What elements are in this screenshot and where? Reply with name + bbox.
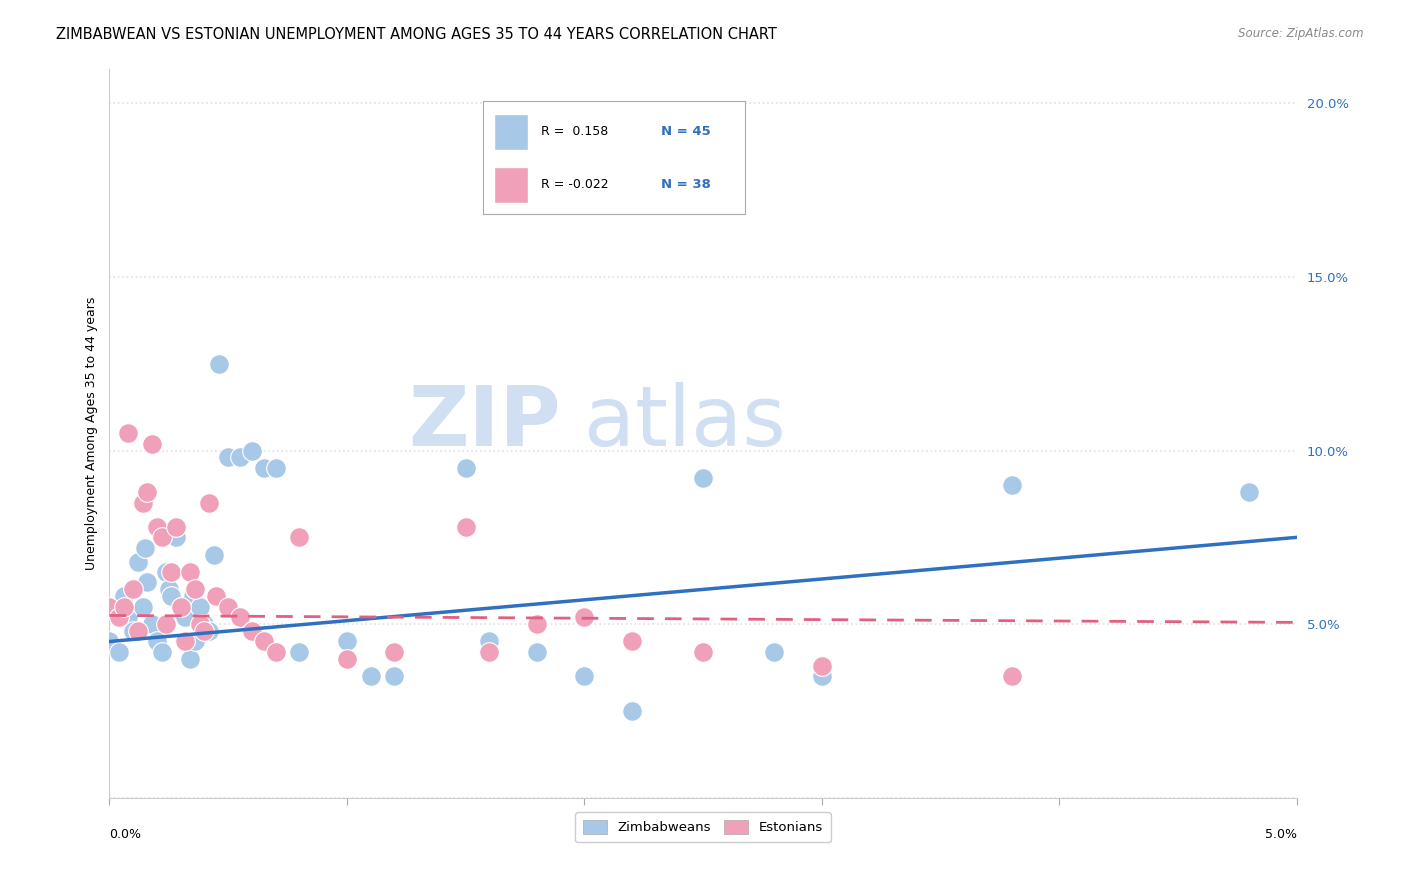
Point xyxy=(229,450,252,465)
Point xyxy=(253,634,276,648)
Point xyxy=(478,634,501,648)
Legend: Zimbabweans, Estonians: Zimbabweans, Estonians xyxy=(575,812,831,842)
Point xyxy=(336,652,359,666)
Text: 5.0%: 5.0% xyxy=(1265,829,1296,841)
Point xyxy=(198,495,221,509)
Point xyxy=(150,645,173,659)
Point xyxy=(117,610,139,624)
Point xyxy=(108,610,131,624)
Point xyxy=(98,599,121,614)
Point xyxy=(217,450,239,465)
Text: ZIMBABWEAN VS ESTONIAN UNEMPLOYMENT AMONG AGES 35 TO 44 YEARS CORRELATION CHART: ZIMBABWEAN VS ESTONIAN UNEMPLOYMENT AMON… xyxy=(56,27,778,42)
Point xyxy=(217,599,239,614)
Point xyxy=(155,565,177,579)
Point xyxy=(131,599,153,614)
Point xyxy=(811,669,834,683)
Point xyxy=(288,645,311,659)
Point xyxy=(1239,485,1261,500)
Point xyxy=(692,471,714,485)
Point xyxy=(360,669,382,683)
Point xyxy=(384,645,406,659)
Point xyxy=(146,520,169,534)
Text: ZIP: ZIP xyxy=(408,383,561,463)
Point xyxy=(264,461,287,475)
Point xyxy=(193,624,215,638)
Point xyxy=(112,590,135,604)
Point xyxy=(526,645,548,659)
Point xyxy=(620,704,643,718)
Point xyxy=(127,624,149,638)
Point xyxy=(184,582,207,597)
Point xyxy=(134,541,156,555)
Point xyxy=(454,461,477,475)
Point xyxy=(136,485,159,500)
Point xyxy=(122,624,145,638)
Point xyxy=(112,599,135,614)
Point xyxy=(127,555,149,569)
Point xyxy=(193,617,215,632)
Point xyxy=(205,590,228,604)
Point xyxy=(131,495,153,509)
Point xyxy=(184,634,207,648)
Point xyxy=(253,461,276,475)
Point xyxy=(336,634,359,648)
Point xyxy=(160,590,183,604)
Text: Source: ZipAtlas.com: Source: ZipAtlas.com xyxy=(1239,27,1364,40)
Point xyxy=(160,565,183,579)
Point xyxy=(198,624,221,638)
Point xyxy=(188,617,211,632)
Point xyxy=(208,357,231,371)
Point xyxy=(174,634,197,648)
Point xyxy=(240,443,263,458)
Point xyxy=(179,652,201,666)
Point xyxy=(98,634,121,648)
Point xyxy=(763,645,786,659)
Point xyxy=(108,645,131,659)
Point xyxy=(146,634,169,648)
Point xyxy=(229,610,252,624)
Point xyxy=(264,645,287,659)
Point xyxy=(181,590,204,604)
Point xyxy=(620,634,643,648)
Point xyxy=(811,658,834,673)
Point xyxy=(141,617,163,632)
Point xyxy=(150,530,173,544)
Point xyxy=(188,599,211,614)
Point xyxy=(288,530,311,544)
Point xyxy=(478,645,501,659)
Point xyxy=(384,669,406,683)
Point xyxy=(1001,669,1024,683)
Point xyxy=(526,617,548,632)
Point xyxy=(165,530,187,544)
Point xyxy=(136,575,159,590)
Point xyxy=(165,520,187,534)
Point xyxy=(240,624,263,638)
Y-axis label: Unemployment Among Ages 35 to 44 years: Unemployment Among Ages 35 to 44 years xyxy=(86,296,98,570)
Point xyxy=(169,599,191,614)
Point xyxy=(141,436,163,450)
Point xyxy=(574,669,596,683)
Text: 0.0%: 0.0% xyxy=(110,829,142,841)
Point xyxy=(454,520,477,534)
Point xyxy=(1001,478,1024,492)
Point xyxy=(169,599,191,614)
Point xyxy=(179,565,201,579)
Point xyxy=(174,610,197,624)
Point xyxy=(117,426,139,441)
Text: atlas: atlas xyxy=(585,383,786,463)
Point xyxy=(692,645,714,659)
Point xyxy=(157,582,180,597)
Point xyxy=(155,617,177,632)
Point xyxy=(202,548,225,562)
Point xyxy=(122,582,145,597)
Point xyxy=(574,610,596,624)
